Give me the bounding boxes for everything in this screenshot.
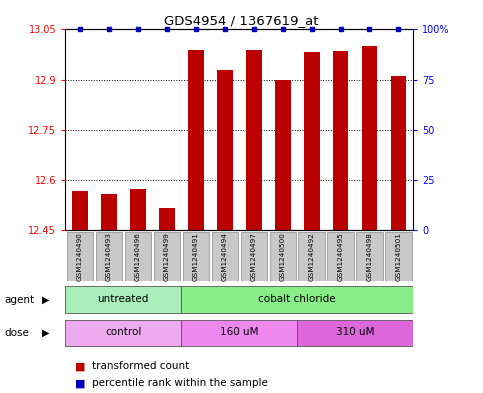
Text: GSM1240494: GSM1240494: [222, 232, 227, 281]
Text: ▶: ▶: [42, 295, 50, 305]
Bar: [101, 194, 117, 230]
Bar: [96, 232, 122, 281]
Text: GSM1240495: GSM1240495: [338, 232, 343, 281]
Text: ■: ■: [75, 361, 85, 371]
Text: GSM1240500: GSM1240500: [280, 232, 285, 281]
Bar: [391, 76, 407, 230]
Text: transformed count: transformed count: [92, 361, 189, 371]
Bar: [65, 286, 181, 313]
Bar: [246, 50, 262, 230]
Text: GSM1240490: GSM1240490: [77, 232, 83, 281]
Bar: [158, 208, 175, 230]
Text: GDS4954 / 1367619_at: GDS4954 / 1367619_at: [164, 14, 319, 27]
Bar: [304, 52, 320, 230]
Bar: [212, 232, 238, 281]
Bar: [183, 232, 209, 281]
Bar: [297, 320, 413, 346]
Text: GSM1240499: GSM1240499: [164, 232, 170, 281]
Bar: [71, 191, 88, 230]
Text: GSM1240492: GSM1240492: [309, 232, 314, 281]
Bar: [125, 232, 151, 281]
Bar: [298, 232, 325, 281]
Text: ▶: ▶: [42, 328, 50, 338]
Bar: [154, 232, 180, 281]
Text: GSM1240498: GSM1240498: [367, 232, 372, 281]
Bar: [275, 80, 291, 230]
Bar: [129, 189, 146, 230]
Text: control: control: [105, 327, 142, 338]
Text: GSM1240496: GSM1240496: [135, 232, 141, 281]
Bar: [356, 232, 383, 281]
Bar: [188, 50, 204, 230]
Bar: [67, 232, 93, 281]
Bar: [361, 46, 378, 230]
Text: ■: ■: [75, 378, 85, 388]
Text: dose: dose: [5, 328, 30, 338]
Text: 310 uM: 310 uM: [336, 327, 374, 338]
Bar: [270, 232, 296, 281]
Bar: [216, 70, 233, 230]
Text: cobalt chloride: cobalt chloride: [258, 294, 336, 304]
Bar: [385, 232, 412, 281]
Bar: [241, 232, 267, 281]
Text: GSM1240497: GSM1240497: [251, 232, 256, 281]
Bar: [333, 51, 349, 230]
Text: GSM1240501: GSM1240501: [396, 232, 401, 281]
Text: percentile rank within the sample: percentile rank within the sample: [92, 378, 268, 388]
Bar: [181, 286, 413, 313]
Bar: [65, 320, 181, 346]
Text: 160 uM: 160 uM: [220, 327, 258, 338]
Text: untreated: untreated: [98, 294, 149, 304]
Text: GSM1240493: GSM1240493: [106, 232, 112, 281]
Text: GSM1240491: GSM1240491: [193, 232, 199, 281]
Bar: [181, 320, 297, 346]
Bar: [327, 232, 354, 281]
Text: agent: agent: [5, 295, 35, 305]
